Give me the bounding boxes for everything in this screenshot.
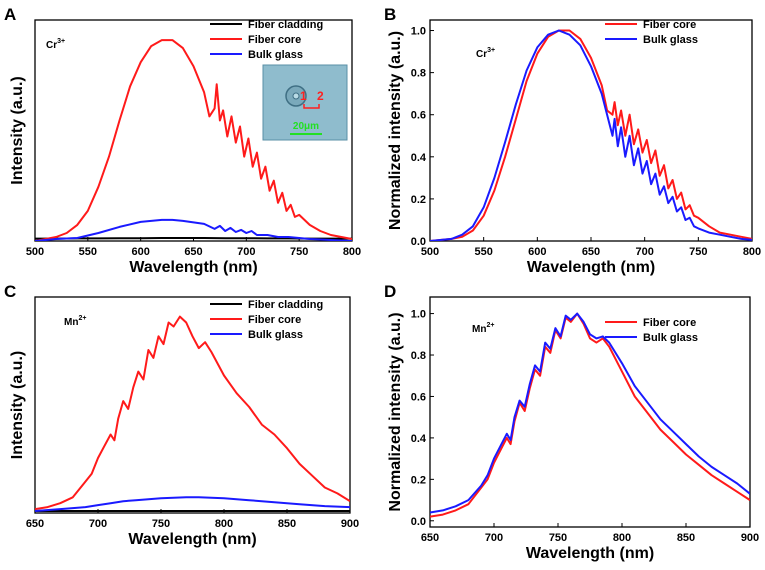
- x-tick-label: 650: [184, 246, 202, 258]
- inset-background: [262, 64, 348, 141]
- y-tick-label: 0.2: [411, 194, 426, 206]
- x-tick-label: 700: [485, 532, 503, 544]
- legend-entry: Bulk glass: [248, 49, 303, 61]
- y-tick-label: 0.8: [411, 68, 426, 80]
- ion-charge: 2+: [486, 322, 494, 329]
- y-axis-label: Normalized intensity (a.u.): [387, 312, 404, 511]
- series-line-bulk-glass: [430, 29, 752, 241]
- legend-entry: Fiber cladding: [248, 19, 323, 31]
- legend-entry: Bulk glass: [643, 332, 698, 344]
- legend-entry: Fiber core: [248, 314, 301, 326]
- inset-scale-label: 20μm: [293, 121, 319, 132]
- inset-bracket: [303, 104, 320, 109]
- x-tick-label: 550: [474, 246, 492, 258]
- panel-c: C 650 700 750 800 850 900 Wavelength (nm) Intens…: [4, 282, 359, 548]
- x-tick-label: 650: [421, 532, 439, 544]
- series-line-bulk-glass: [35, 496, 350, 512]
- y-tick-label: 0.0: [411, 516, 426, 528]
- legend-entry: Fiber core: [248, 34, 301, 46]
- series-line-fiber-core: [430, 29, 752, 241]
- series-line-fiber-core: [430, 312, 750, 518]
- x-tick-label: 900: [341, 518, 359, 530]
- ion-charge: 3+: [487, 47, 495, 54]
- ion-label: Mn2+: [472, 322, 494, 335]
- panel-label: A: [4, 5, 16, 24]
- series-line-fiber-core: [35, 315, 350, 511]
- x-tick-label: 750: [549, 532, 567, 544]
- fiber-core-region: [292, 92, 300, 100]
- y-tick-label: 1.0: [411, 26, 426, 38]
- x-tick-label: 850: [677, 532, 695, 544]
- panel-label: B: [384, 5, 396, 24]
- x-tick-label: 750: [152, 518, 170, 530]
- series-line-bulk-glass: [430, 312, 750, 514]
- y-tick-label: 0.6: [411, 110, 426, 122]
- y-tick-label: 0.4: [411, 152, 427, 164]
- y-tick-label: 0.2: [411, 474, 426, 486]
- x-tick-label: 700: [237, 246, 255, 258]
- legend: Fiber cladding Fiber core Bulk glass: [210, 299, 323, 341]
- y-tick-label: 0.8: [411, 350, 426, 362]
- x-tick-label: 800: [613, 532, 631, 544]
- axes-frame: [34, 296, 351, 514]
- x-tick-label: 900: [741, 532, 759, 544]
- x-axis-label: Wavelength (nm): [526, 545, 654, 562]
- x-tick-label: 750: [689, 246, 707, 258]
- y-tick-label: 0.6: [411, 391, 426, 403]
- y-axis-label: Normalized intensity (a.u.): [387, 31, 404, 230]
- x-axis-label: Wavelength (nm): [128, 531, 256, 548]
- legend-entry: Bulk glass: [643, 34, 698, 46]
- ion-charge: 3+: [57, 38, 65, 45]
- x-tick-label: 800: [743, 246, 761, 258]
- panel-label: C: [4, 282, 16, 301]
- x-tick-label: 600: [528, 246, 546, 258]
- series-line-bulk-glass: [35, 218, 352, 241]
- legend: Fiber core Bulk glass: [605, 19, 698, 46]
- x-tick-label: 800: [343, 246, 361, 258]
- x-axis-label: Wavelength (nm): [129, 259, 257, 276]
- ion-label: Cr3+: [46, 38, 65, 51]
- panel-d: D 650 700 750 800 850 900 0.0 0.2 0.4 0.6 0.8 1.0 Wav…: [384, 282, 759, 562]
- legend-entry: Fiber cladding: [248, 299, 323, 311]
- y-tick-label: 1.0: [411, 309, 426, 321]
- panel-b: B 500 550 600 650 700 750 800 0.0 0.2 0.4 0.6 0.8 1.0…: [384, 5, 761, 276]
- x-tick-label: 650: [26, 518, 44, 530]
- x-tick-label: 800: [215, 518, 233, 530]
- y-axis-label: Intensity (a.u.): [9, 76, 26, 184]
- inset-marker-2: 2: [317, 89, 324, 103]
- x-tick-label: 700: [89, 518, 107, 530]
- y-axis-label: Intensity (a.u.): [9, 351, 26, 459]
- inset-marker-1: 1: [300, 89, 307, 103]
- y-tick-label: 0.4: [411, 433, 427, 445]
- y-tick-label: 0.0: [411, 236, 426, 248]
- legend-entry: Fiber core: [643, 317, 696, 329]
- x-tick-label: 650: [582, 246, 600, 258]
- x-tick-label: 500: [26, 246, 44, 258]
- legend: Fiber cladding Fiber core Bulk glass: [210, 19, 323, 61]
- inset-micrograph: 1 2 20μm: [262, 64, 348, 141]
- legend-entry: Fiber core: [643, 19, 696, 31]
- x-axis-label: Wavelength (nm): [527, 259, 655, 276]
- axes-frame: [429, 296, 751, 528]
- x-tick-label: 700: [635, 246, 653, 258]
- x-tick-label: 750: [290, 246, 308, 258]
- ion-label: Mn2+: [64, 315, 86, 328]
- x-tick-label: 550: [79, 246, 97, 258]
- series-line-fiber-core: [35, 39, 352, 241]
- legend: Fiber core Bulk glass: [605, 317, 698, 344]
- ion-charge: 2+: [78, 315, 86, 322]
- legend-entry: Bulk glass: [248, 329, 303, 341]
- panel-a: A 500 550 600 650 700 750 800 Wavelength (nm) Int…: [4, 5, 361, 276]
- x-tick-label: 500: [421, 246, 439, 258]
- panel-label: D: [384, 282, 396, 301]
- x-tick-label: 850: [278, 518, 296, 530]
- ion-label: Cr3+: [476, 47, 495, 60]
- x-tick-label: 600: [131, 246, 149, 258]
